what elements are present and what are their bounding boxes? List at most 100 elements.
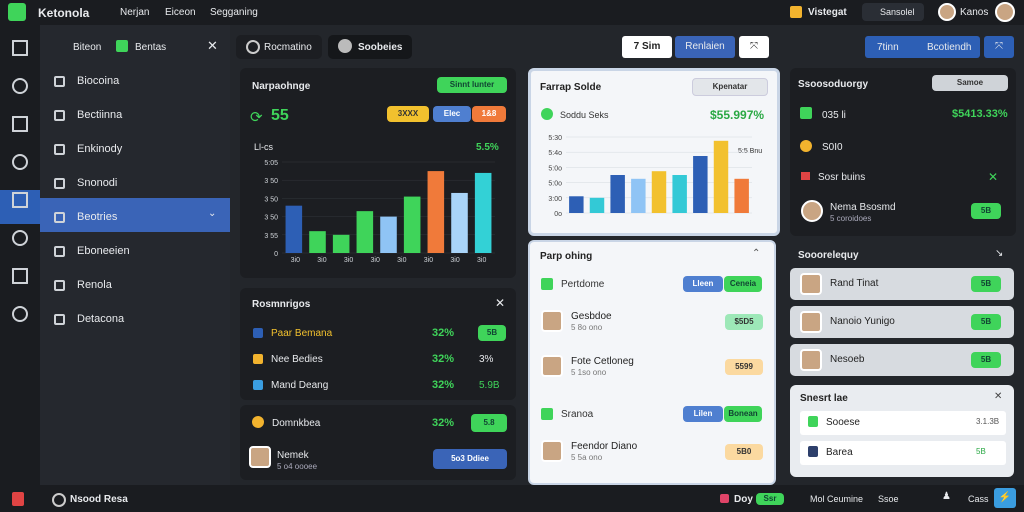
rail-icon[interactable] <box>12 116 28 132</box>
card-title: Rosmnrigos <box>252 299 311 310</box>
item-icon <box>54 246 65 257</box>
nav[interactable]: Vistegat <box>808 7 847 18</box>
avatar[interactable] <box>995 2 1015 22</box>
button[interactable]: 7 Sim <box>622 36 672 58</box>
bar <box>356 211 374 253</box>
pill[interactable]: 5599 <box>725 359 763 375</box>
person-sub: 5 1so ono <box>571 368 607 377</box>
card-title: Ssoosoduorgy <box>798 79 869 90</box>
status[interactable]: Cass <box>968 494 989 504</box>
bar <box>451 192 468 253</box>
tab-label: Rocmatino <box>264 42 312 53</box>
section-icon <box>541 408 553 420</box>
icon <box>52 493 66 507</box>
button[interactable]: Lleen <box>683 276 723 292</box>
dropdown[interactable]: Samoe <box>932 75 1008 91</box>
icon <box>252 416 264 428</box>
button[interactable]: Ceneia <box>724 276 762 292</box>
pill[interactable]: Elec <box>433 106 471 122</box>
close[interactable]: ✕ <box>994 391 1003 402</box>
person-name: Nema Bsosmd <box>830 202 896 213</box>
status[interactable]: Mol Ceumine <box>810 494 864 504</box>
pill[interactable]: 5B <box>478 325 506 341</box>
rail-icon[interactable] <box>12 192 28 208</box>
row-value: 3% <box>479 354 494 365</box>
rail-icon[interactable] <box>12 154 28 170</box>
sidebar-item[interactable]: Biocoina <box>77 75 120 87</box>
pill[interactable]: 5B <box>971 276 1001 292</box>
icon-button[interactable]: ⚡ <box>994 488 1016 508</box>
icon-button[interactable]: ⤧ <box>984 36 1014 58</box>
chip[interactable] <box>862 3 924 21</box>
person-sub: 5 o4 oooee <box>277 462 318 471</box>
row-icon <box>808 416 818 427</box>
pill[interactable]: 5B0 <box>725 444 763 460</box>
chevron: ⌄ <box>208 208 217 219</box>
button[interactable]: Kpenatar <box>692 78 768 96</box>
pill[interactable]: 1&8 <box>472 106 506 122</box>
nav[interactable]: Segganing <box>210 7 258 18</box>
avatar <box>249 446 271 468</box>
tab[interactable]: Bentas <box>135 42 167 53</box>
nav[interactable]: Nerjan <box>120 7 150 18</box>
card-title: Snesrt lae <box>800 393 848 404</box>
pill[interactable]: 5B <box>971 314 1001 330</box>
brand[interactable]: Ketonola <box>38 6 90 20</box>
active-item[interactable] <box>40 198 230 232</box>
person-sub: 5 coroidoes <box>830 214 872 223</box>
close[interactable]: ✕ <box>495 296 506 310</box>
nav[interactable]: Eiceon <box>165 7 196 18</box>
close[interactable]: ✕ <box>207 38 218 53</box>
pill[interactable]: 5.8 <box>471 414 507 432</box>
rail-icon[interactable] <box>12 230 28 246</box>
button[interactable]: Renlaien <box>675 36 735 58</box>
sidebar-item[interactable]: Detacona <box>77 313 125 325</box>
button[interactable]: Sinnt lunter <box>437 77 507 93</box>
pill[interactable]: $5D5 <box>725 314 763 330</box>
x-tick-label: 3i0 <box>397 257 406 264</box>
close[interactable]: ✕ <box>988 170 999 184</box>
sidebar-item[interactable]: Eboneeien <box>77 245 130 257</box>
bar <box>285 205 303 253</box>
metric: 55 <box>271 107 289 124</box>
rail-icon[interactable] <box>12 40 28 56</box>
button-group[interactable] <box>865 36 980 58</box>
button-label: 7tinn <box>877 42 899 53</box>
rail-icon[interactable] <box>12 78 28 94</box>
icon[interactable]: ♟ <box>942 491 951 502</box>
rail-icon[interactable] <box>12 268 28 284</box>
bar <box>672 175 687 213</box>
user[interactable]: Kanos <box>960 7 989 18</box>
row-name: Paar Bemana <box>271 328 333 339</box>
pill[interactable]: 3XXX <box>387 106 429 122</box>
status-left: Nsood Resa <box>70 494 128 505</box>
y-tick-label: 5:30 <box>548 135 562 142</box>
list-row[interactable] <box>800 411 1006 435</box>
pill[interactable]: 5B <box>971 352 1001 368</box>
button[interactable]: Bonean <box>724 406 762 422</box>
icon-button[interactable]: ⤧ <box>739 36 769 58</box>
bar <box>427 171 445 253</box>
tab[interactable]: Biteon <box>73 42 102 53</box>
arrow[interactable]: ↘ <box>995 248 1004 259</box>
x-tick-label: 3i0 <box>291 257 300 264</box>
bar <box>589 197 605 213</box>
row-icon <box>253 354 263 364</box>
button[interactable]: Lilen <box>683 406 723 422</box>
bar <box>610 175 625 213</box>
chevron[interactable]: ⌃ <box>752 248 761 259</box>
avatar[interactable] <box>938 3 956 21</box>
row-value: 5B <box>976 447 986 456</box>
status[interactable]: Ssoe <box>878 494 899 504</box>
sidebar-item[interactable]: Enkinody <box>77 143 123 155</box>
list-row[interactable] <box>800 441 1006 465</box>
sidebar-item[interactable]: Bectiinna <box>77 109 123 121</box>
person-name: Feendor Diano <box>571 441 638 452</box>
sidebar-item[interactable]: Beotries <box>77 211 118 223</box>
button[interactable]: 5o3 Ddiee <box>433 449 507 469</box>
bar <box>569 196 584 213</box>
pill[interactable]: 5B <box>971 203 1001 219</box>
sidebar-item[interactable]: Renola <box>77 279 112 291</box>
sidebar-item[interactable]: Snonodi <box>77 177 118 189</box>
rail-icon[interactable] <box>12 306 28 322</box>
